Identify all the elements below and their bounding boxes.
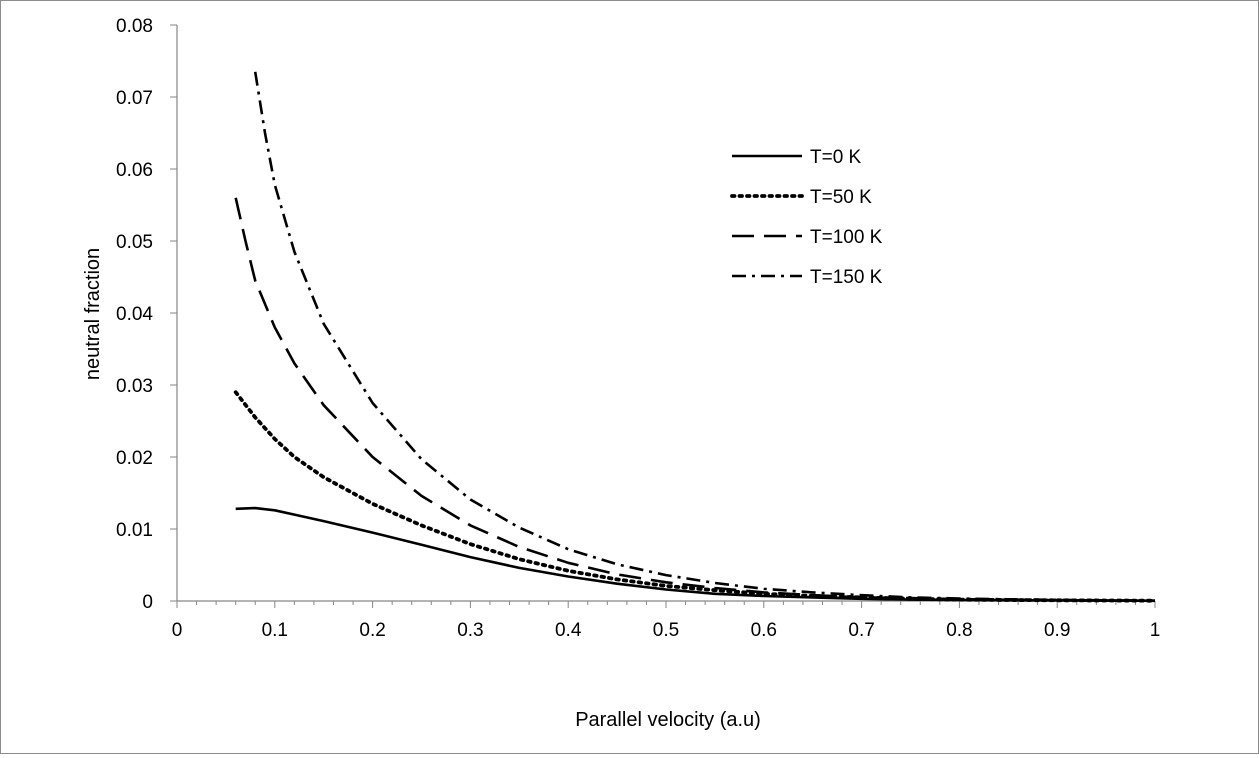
y-tick-label: 0.06 <box>116 160 153 181</box>
legend-label: T=0 K <box>810 147 862 168</box>
series-line-3 <box>234 197 1156 603</box>
y-tick-label: 0.05 <box>116 232 153 253</box>
y-tick-label: 0 <box>142 592 153 613</box>
x-tick-label: 0.9 <box>1044 620 1070 641</box>
axes <box>176 25 1155 602</box>
legend-label: T=100 K <box>810 227 883 248</box>
x-axis-label: Parallel velocity (a.u) <box>575 709 761 731</box>
x-tick-label: 0.5 <box>653 620 679 641</box>
x-axis-ticks: 0 0.1 0.2 0.3 0.4 0.5 0.6 0.7 0.8 0.9 1 <box>172 601 1161 641</box>
x-tick-label: 0 <box>172 620 183 641</box>
x-tick-label: 0.4 <box>555 620 582 641</box>
x-tick-label: 1 <box>1150 620 1161 641</box>
legend: T=0 K T=50 K T=100 K T=150 K <box>730 147 883 288</box>
y-tick-label: 0.02 <box>116 448 153 469</box>
legend-label: T=50 K <box>810 187 872 208</box>
y-tick-label: 0.03 <box>116 376 153 397</box>
x-tick-label: 0.3 <box>457 620 483 641</box>
legend-label: T=150 K <box>810 267 883 288</box>
series-layer <box>233 71 1157 603</box>
series-line-4 <box>253 71 1156 602</box>
x-tick-label: 0.2 <box>359 620 385 641</box>
y-axis-ticks: 0 0.01 0.02 0.03 0.04 0.05 0.06 0.07 0.08 <box>116 16 177 613</box>
x-tick-label: 0.1 <box>262 620 288 641</box>
x-tick-label: 0.8 <box>946 620 972 641</box>
y-tick-label: 0.01 <box>116 520 153 541</box>
series-line-2 <box>233 390 1157 603</box>
y-axis-label: neutral fraction <box>82 248 104 380</box>
x-tick-label: 0.6 <box>751 620 777 641</box>
y-tick-label: 0.04 <box>116 304 153 325</box>
y-tick-label: 0.08 <box>116 16 153 37</box>
y-tick-label: 0.07 <box>116 88 153 109</box>
x-tick-label: 0.7 <box>848 620 874 641</box>
